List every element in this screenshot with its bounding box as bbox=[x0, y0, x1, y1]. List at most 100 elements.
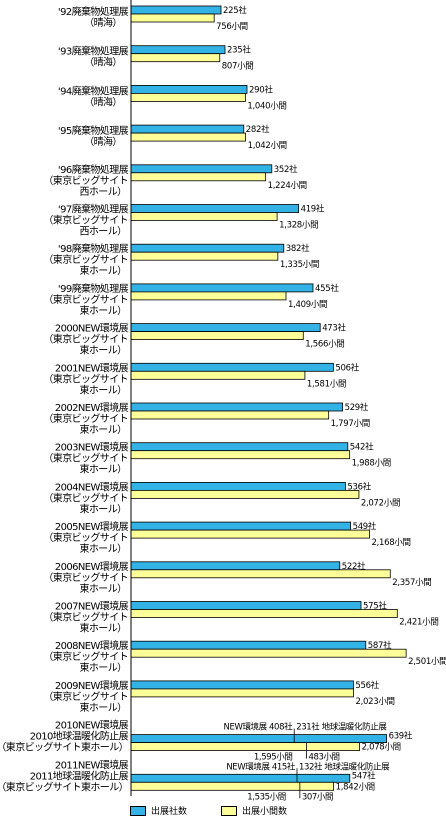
company-value-label: 282社 bbox=[246, 124, 270, 135]
company-bar bbox=[130, 243, 285, 253]
company-bar bbox=[130, 402, 344, 412]
category-label: （東京ビッグサイト東ホール） bbox=[0, 780, 128, 793]
category-label: '96廃棄物処理展 bbox=[58, 163, 129, 176]
company-bar bbox=[130, 204, 300, 213]
category-label: 2000NEW環境展 bbox=[55, 322, 129, 335]
category-label: 東ホール） bbox=[80, 383, 127, 396]
booth-value-label: 1,042小間 bbox=[248, 140, 287, 151]
company-bar bbox=[130, 283, 314, 293]
company-bar bbox=[130, 45, 226, 55]
category-label: （東京ビッグサイト bbox=[43, 253, 128, 266]
breakdown-company-label: NEW環境展 415社 bbox=[226, 761, 296, 772]
company-value-label: 290社 bbox=[249, 84, 273, 95]
company-value-label: 547社 bbox=[352, 770, 376, 781]
booth-value-label: 1,335小間 bbox=[280, 259, 319, 270]
legend-item-booths: 出展小間数 bbox=[221, 804, 287, 817]
category-label: 2006NEW環境展 bbox=[55, 560, 129, 573]
category-label: （東京ビッグサイト bbox=[43, 491, 128, 504]
company-value-label: 382社 bbox=[286, 243, 310, 254]
booth-bar bbox=[130, 331, 304, 341]
breakdown-booth-label: 1,535小間 bbox=[247, 791, 286, 802]
booth-bar bbox=[130, 648, 407, 658]
booth-bar bbox=[130, 291, 287, 301]
category-label: （東京ビッグサイト bbox=[43, 531, 128, 544]
company-value-label: 522社 bbox=[342, 561, 366, 572]
booth-value-label: 1,566小間 bbox=[305, 339, 344, 350]
booth-value-label: 2,357小間 bbox=[392, 577, 431, 588]
company-bar bbox=[130, 521, 352, 531]
company-bar bbox=[130, 640, 367, 650]
booth-value-label: 2,072小間 bbox=[361, 497, 400, 508]
category-label: （東京ビッグサイト東ホール） bbox=[0, 741, 128, 754]
company-bar bbox=[130, 323, 321, 333]
booth-bar bbox=[130, 609, 398, 618]
booth-value-label: 1,040小間 bbox=[247, 100, 286, 111]
category-label: （晴海） bbox=[84, 16, 122, 29]
category-label: 2010NEW環境展 bbox=[55, 719, 129, 732]
category-label: （東京ビッグサイト bbox=[43, 611, 128, 624]
booth-value-label: 2,501小間 bbox=[408, 656, 446, 667]
booth-bar bbox=[130, 132, 247, 142]
category-label: 2007NEW環境展 bbox=[55, 600, 129, 613]
company-bar bbox=[130, 124, 245, 134]
category-label: '93廃棄物処理展 bbox=[58, 45, 129, 58]
category-label: （東京ビッグサイト bbox=[43, 174, 128, 187]
company-value-label: 556社 bbox=[355, 680, 379, 691]
category-label: 東ホール） bbox=[80, 622, 127, 635]
category-label: （東京ビッグサイト bbox=[43, 690, 128, 703]
company-bar bbox=[130, 734, 388, 743]
company-value-label: 235社 bbox=[227, 45, 251, 56]
booth-value-label: 1,328小間 bbox=[279, 220, 318, 231]
category-label: 2002NEW環境展 bbox=[55, 401, 129, 414]
category-label: 東ホール） bbox=[80, 502, 127, 515]
breakdown-booth-label: 483小間 bbox=[308, 752, 339, 763]
booth-value-label: 1,224小間 bbox=[268, 180, 307, 191]
company-value-label: 225社 bbox=[223, 5, 247, 16]
category-label: '92廃棄物処理展 bbox=[58, 5, 129, 18]
category-label: 東ホール） bbox=[80, 344, 127, 357]
booth-bar bbox=[130, 450, 351, 460]
booth-bar bbox=[130, 212, 278, 221]
company-bar bbox=[130, 442, 349, 452]
company-value-label: 473社 bbox=[322, 323, 346, 334]
company-value-label: 542社 bbox=[350, 442, 374, 453]
category-label: 東ホール） bbox=[80, 423, 127, 436]
booth-bar bbox=[130, 529, 370, 539]
category-label: 東ホール） bbox=[80, 582, 127, 595]
breakdown-company-label: 231社 地球温暖化防止展 bbox=[296, 722, 387, 733]
company-bar bbox=[130, 5, 222, 15]
legend-label-booths: 出展小間数 bbox=[242, 807, 288, 817]
legend-swatch-booths bbox=[221, 805, 238, 816]
legend: 出展社数 出展小間数 bbox=[130, 804, 315, 817]
company-value-label: 536社 bbox=[347, 481, 371, 492]
company-value-label: 587社 bbox=[368, 640, 392, 651]
booth-value-label: 807小間 bbox=[222, 61, 254, 72]
company-bar bbox=[130, 561, 341, 571]
category-label: 2011地球温暖化防止展 bbox=[30, 769, 129, 782]
category-label: 2001NEW環境展 bbox=[55, 361, 129, 374]
category-label: 2009NEW環境展 bbox=[55, 679, 129, 692]
booth-bar bbox=[130, 370, 306, 380]
category-label: 東ホール） bbox=[80, 463, 127, 476]
company-bar bbox=[130, 362, 334, 372]
category-label: （東京ビッグサイト bbox=[43, 412, 128, 425]
company-value-label: 506社 bbox=[335, 362, 359, 373]
booth-value-label: 756小間 bbox=[216, 21, 248, 32]
category-label: （東京ビッグサイト bbox=[43, 293, 128, 306]
company-value-label: 549社 bbox=[353, 521, 377, 532]
breakdown-company-label: 132社 地球温暖化防止展 bbox=[299, 761, 390, 772]
company-bar bbox=[130, 601, 362, 610]
booth-bar bbox=[130, 781, 335, 791]
company-value-label: 575社 bbox=[363, 601, 387, 612]
booth-bar bbox=[130, 251, 279, 261]
category-label: 2003NEW環境展 bbox=[55, 441, 129, 454]
company-value-label: 529社 bbox=[345, 402, 369, 413]
category-label: （晴海） bbox=[84, 135, 122, 148]
booth-value-label: 1,797小間 bbox=[331, 418, 370, 429]
category-label: 2011NEW環境展 bbox=[55, 758, 129, 771]
company-bar bbox=[130, 680, 354, 690]
category-label: （晴海） bbox=[84, 95, 122, 108]
category-label: 2008NEW環境展 bbox=[55, 639, 129, 652]
category-label: '99廃棄物処理展 bbox=[58, 282, 129, 295]
